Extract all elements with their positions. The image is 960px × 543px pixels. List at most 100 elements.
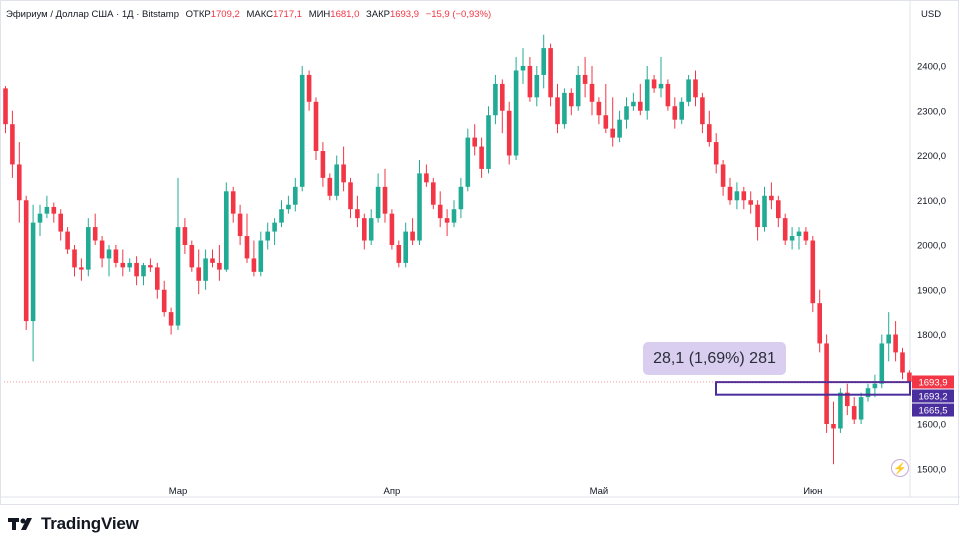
candle-body: [817, 303, 822, 344]
flash-icon[interactable]: ⚡: [891, 459, 909, 477]
candle-body: [424, 173, 429, 183]
candle-body: [375, 186, 381, 219]
y-tick-label: 2400,0: [917, 62, 946, 73]
candle-body: [299, 74, 305, 187]
symbol-title[interactable]: Эфириум / Доллар США · 1Д · Bitstamp: [6, 9, 180, 20]
candle-body: [17, 164, 22, 201]
brand-logo[interactable]: TradingView: [8, 514, 139, 534]
x-tick-label: Апр: [384, 486, 401, 497]
candle-body: [210, 258, 215, 263]
candle-body: [707, 124, 712, 143]
candle-body: [789, 236, 795, 241]
candle-body: [120, 262, 126, 268]
candle-body: [734, 191, 740, 201]
candle-body: [72, 249, 77, 268]
candle-body: [141, 265, 146, 277]
candle-body: [831, 424, 836, 429]
candle-body: [651, 79, 657, 89]
y-tick-label: 2100,0: [917, 196, 946, 207]
close-value: 1693,9: [389, 9, 420, 20]
candle-body: [58, 213, 63, 232]
currency-label[interactable]: USD: [921, 9, 942, 20]
candle-body: [520, 66, 526, 71]
candle-body: [196, 267, 201, 281]
candle-body: [437, 204, 443, 219]
candle-body: [720, 164, 726, 187]
price-badge-label: 1665,5: [918, 406, 947, 417]
candle-body: [134, 262, 139, 277]
candle-body: [638, 101, 643, 111]
candle-body: [279, 209, 284, 223]
candle-body: [389, 213, 395, 245]
candle-body: [713, 142, 719, 165]
candle-body: [838, 392, 843, 429]
candle-body: [148, 265, 153, 268]
candle-body: [541, 48, 546, 75]
candle-body: [776, 200, 781, 219]
candle-body: [10, 124, 15, 165]
candle-body: [506, 110, 512, 156]
candle-body: [237, 213, 243, 237]
open-label: ОТКР: [185, 9, 211, 20]
candle-body: [451, 209, 457, 223]
candle-body: [458, 186, 464, 210]
candle-body: [362, 218, 367, 241]
candle-body: [686, 79, 691, 102]
candle-body: [865, 388, 871, 398]
candle-body: [610, 128, 615, 138]
candle-body: [403, 231, 408, 263]
candle-body: [355, 209, 360, 219]
candle-body: [596, 101, 602, 116]
candle-body: [527, 66, 533, 98]
candle-body: [851, 406, 857, 420]
close-label: ЗАКР: [366, 9, 390, 20]
candle-body: [727, 186, 733, 201]
candle-body: [465, 137, 471, 187]
candle-body: [37, 213, 43, 223]
candle-body: [845, 392, 850, 407]
open-value: 1709,2: [210, 9, 240, 20]
candle-body: [182, 227, 188, 245]
candle-body: [624, 106, 629, 120]
candle-body: [272, 222, 277, 232]
low-value: 1681,0: [330, 9, 360, 20]
candle-body: [417, 173, 422, 241]
candle-body: [769, 195, 774, 201]
candle-body: [569, 92, 574, 107]
chart-header: Эфириум / Доллар США · 1Д · Bitstamp ОТК…: [6, 9, 491, 20]
candle-body: [51, 206, 57, 214]
candle-body: [396, 245, 402, 263]
candle-body: [444, 218, 450, 223]
tradingview-logo-icon: [8, 518, 32, 530]
candle-body: [796, 231, 802, 237]
candle-body: [472, 137, 477, 147]
low-label: МИН: [308, 9, 331, 20]
change-value: −15,9 (−0,93%): [425, 9, 492, 20]
candle-body: [548, 48, 553, 98]
candle-body: [189, 245, 195, 268]
candle-body: [824, 343, 829, 424]
price-badge-label: 1693,9: [918, 378, 947, 389]
candle-body: [410, 231, 415, 241]
candle-body: [161, 289, 167, 313]
y-tick-label: 1500,0: [917, 464, 946, 475]
candle-body: [155, 267, 160, 290]
price-badge: [912, 389, 954, 403]
candle-body: [99, 240, 105, 259]
candle-body: [762, 195, 767, 228]
candle-body: [803, 231, 809, 241]
candle-body: [589, 83, 595, 102]
candle-body: [555, 97, 560, 125]
price-badge: [912, 403, 954, 417]
candle-body: [755, 204, 760, 228]
chart-border: [0, 0, 959, 505]
candle-body: [175, 227, 181, 326]
candle-body: [603, 115, 609, 129]
candle-body: [306, 74, 312, 102]
y-tick-label: 1600,0: [917, 420, 946, 431]
candle-body: [127, 262, 132, 268]
candle-body: [631, 101, 636, 107]
candle-body: [230, 191, 236, 214]
